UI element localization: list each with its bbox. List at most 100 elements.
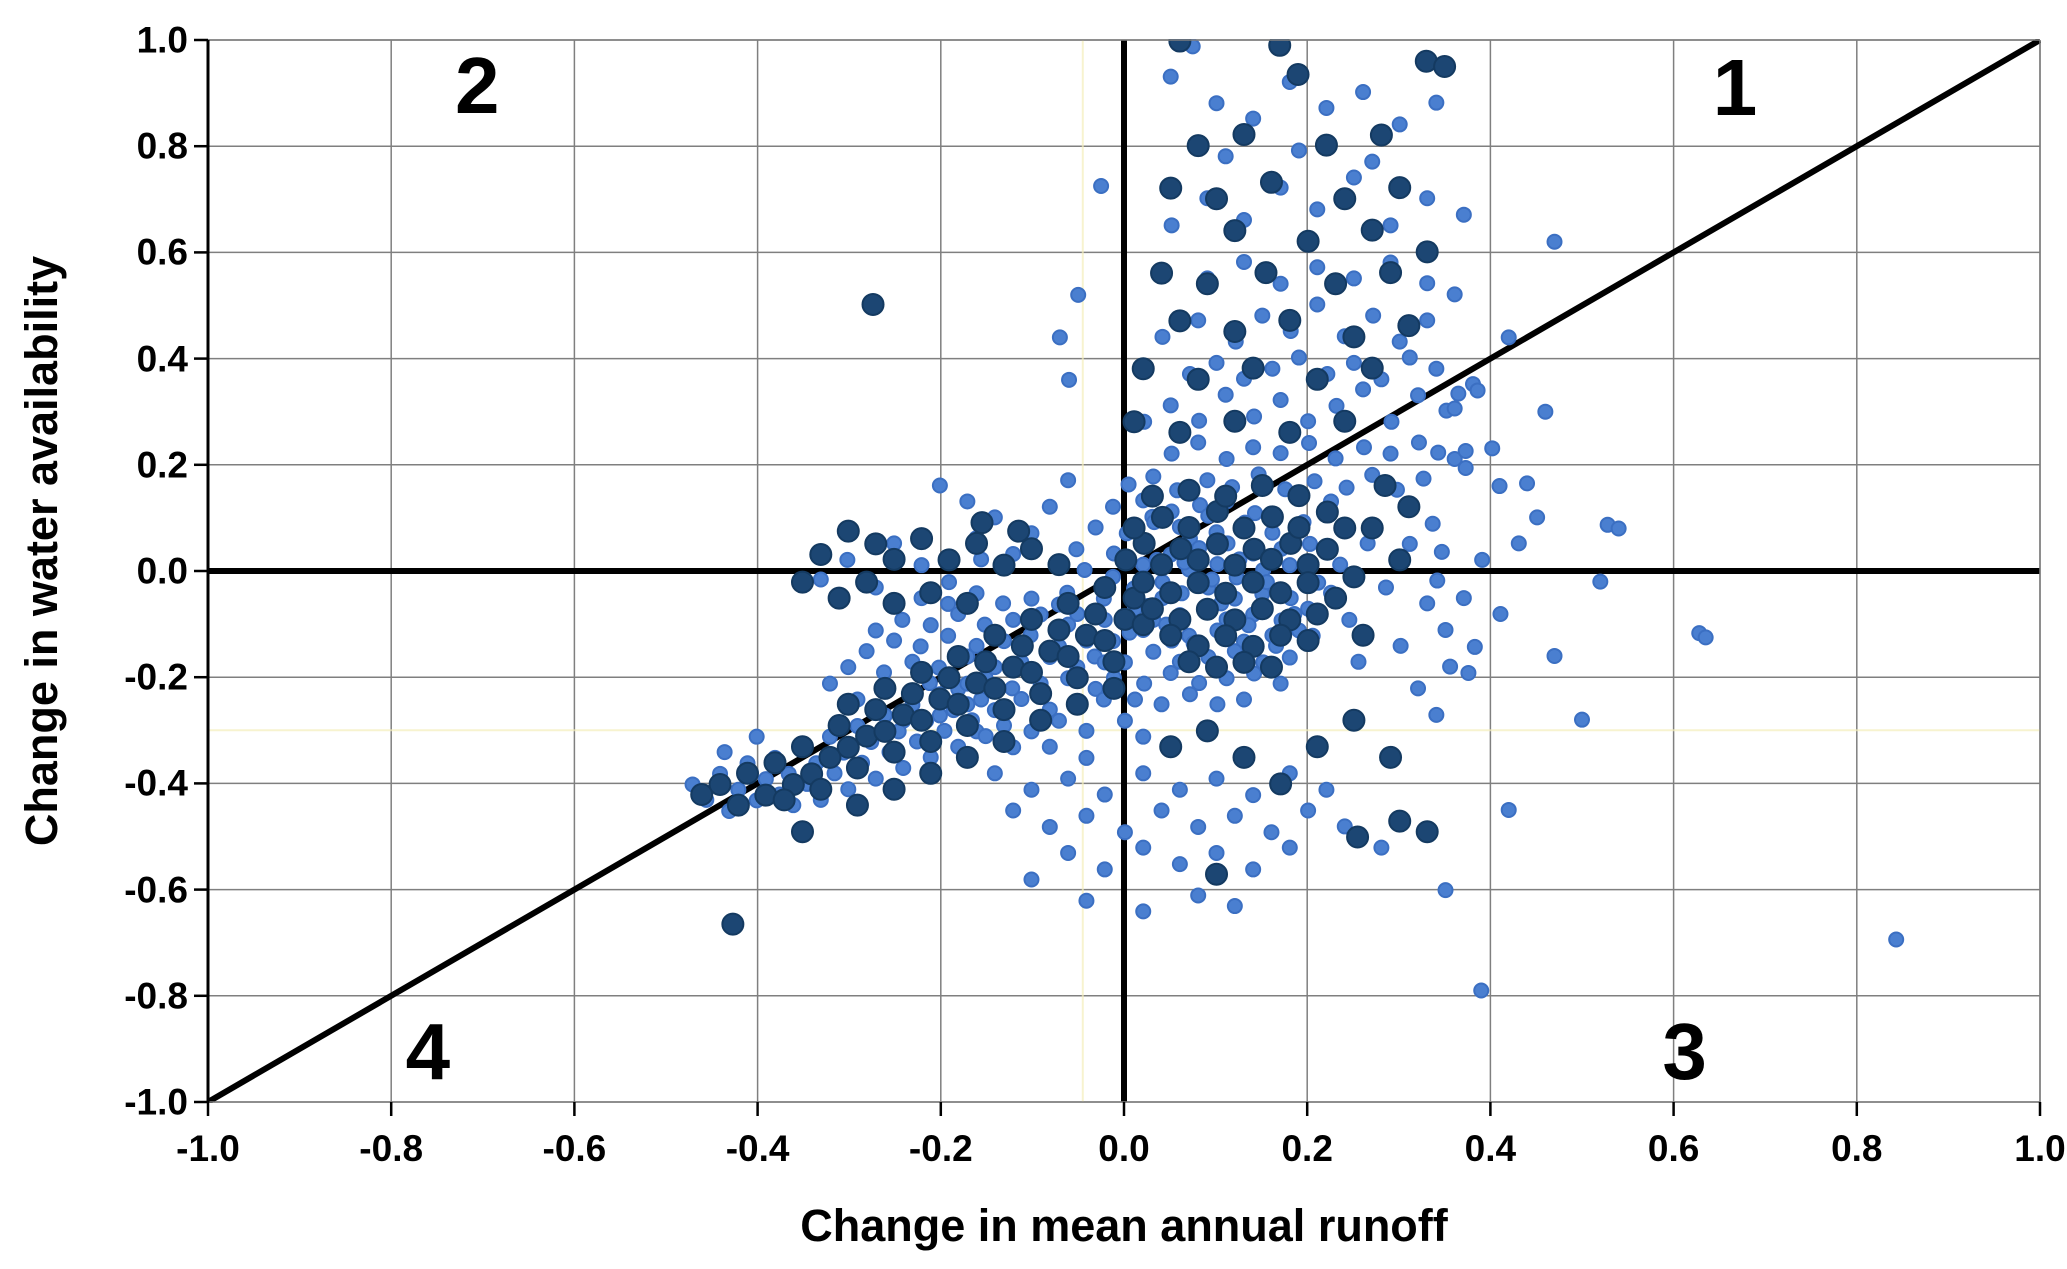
- data-point: [1159, 623, 1183, 647]
- data-point: [1245, 861, 1262, 878]
- data-point: [1056, 591, 1080, 615]
- data-point: [1163, 217, 1180, 234]
- x-tick-label: -0.2: [908, 1128, 973, 1169]
- data-point: [940, 595, 957, 612]
- data-point: [1272, 275, 1289, 292]
- data-point: [1341, 611, 1358, 628]
- data-point: [955, 745, 979, 769]
- data-point: [790, 735, 814, 759]
- data-point: [1437, 882, 1454, 899]
- data-point: [836, 735, 860, 759]
- data-point: [1093, 178, 1110, 195]
- data-point: [1150, 553, 1174, 577]
- data-point: [1318, 99, 1335, 116]
- data-point: [1397, 495, 1421, 519]
- data-point: [1070, 286, 1087, 303]
- data-point: [955, 714, 979, 738]
- data-point: [1245, 439, 1262, 456]
- data-point: [1208, 95, 1225, 112]
- data-point: [1383, 413, 1400, 430]
- data-point: [1114, 548, 1138, 572]
- data-point: [1264, 360, 1281, 377]
- data-point: [1162, 397, 1179, 414]
- data-point: [992, 729, 1016, 753]
- data-point: [1218, 450, 1235, 467]
- data-point: [1093, 629, 1117, 653]
- data-point: [1214, 484, 1238, 508]
- data-point: [1019, 660, 1043, 684]
- data-point: [858, 643, 875, 660]
- data-point: [983, 676, 1007, 700]
- data-point: [1392, 637, 1409, 654]
- data-point: [809, 543, 833, 567]
- data-point: [1401, 349, 1418, 366]
- y-tick-label: -0.2: [124, 656, 188, 698]
- data-point: [827, 714, 851, 738]
- data-point: [1223, 553, 1247, 577]
- data-point: [1360, 356, 1384, 380]
- data-point: [974, 650, 998, 674]
- data-point: [1373, 839, 1390, 856]
- data-point: [1346, 825, 1370, 849]
- data-point: [1245, 110, 1262, 127]
- data-point: [827, 586, 851, 610]
- data-point: [1324, 586, 1348, 610]
- y-tick-label: 0.4: [136, 338, 188, 380]
- data-point: [1272, 675, 1289, 692]
- data-point: [1260, 505, 1284, 529]
- data-point: [1296, 229, 1320, 253]
- x-tick-label: -1.0: [176, 1128, 240, 1169]
- data-point: [959, 493, 976, 510]
- data-point: [1226, 898, 1243, 915]
- data-point: [1287, 484, 1311, 508]
- data-point: [1269, 581, 1293, 605]
- data-point: [873, 676, 897, 700]
- data-point: [1041, 498, 1058, 515]
- data-point: [1065, 692, 1089, 716]
- data-point: [1300, 802, 1317, 819]
- data-point: [1041, 818, 1058, 835]
- data-point: [912, 638, 929, 655]
- data-point: [790, 570, 814, 594]
- data-point: [1214, 581, 1238, 605]
- data-point: [965, 531, 989, 555]
- data-point: [1191, 675, 1208, 692]
- data-point: [1351, 623, 1375, 647]
- x-axis-title: Change in mean annual runoff: [800, 1200, 1448, 1251]
- data-point: [1473, 982, 1490, 999]
- data-point: [1382, 445, 1399, 462]
- data-point: [1078, 749, 1095, 766]
- data-point: [1190, 434, 1207, 451]
- data-point: [1214, 624, 1238, 648]
- data-point: [1290, 142, 1307, 159]
- data-point: [1278, 420, 1302, 444]
- data-point: [1519, 475, 1536, 492]
- data-point: [1428, 706, 1445, 723]
- data-point: [721, 912, 745, 936]
- data-point: [855, 570, 879, 594]
- data-point: [1309, 201, 1326, 218]
- data-point: [1287, 515, 1311, 539]
- data-point: [1153, 802, 1170, 819]
- data-point: [1005, 802, 1022, 819]
- data-point: [1162, 664, 1179, 681]
- data-point: [821, 675, 838, 692]
- data-point: [1013, 690, 1030, 707]
- y-tick-label: 1.0: [136, 19, 188, 61]
- data-point: [1005, 611, 1022, 628]
- data-point: [1223, 320, 1247, 344]
- data-point: [1446, 286, 1463, 303]
- x-tick-label: 0.4: [1464, 1128, 1517, 1169]
- data-point: [1171, 856, 1188, 873]
- data-point: [1084, 602, 1108, 626]
- data-point: [845, 793, 869, 817]
- data-point: [1078, 892, 1095, 909]
- data-point: [1281, 839, 1298, 856]
- data-point: [1168, 39, 1192, 53]
- data-point: [936, 722, 953, 739]
- data-point: [1223, 219, 1247, 243]
- data-point: [1336, 818, 1353, 835]
- data-point: [1364, 153, 1381, 170]
- data-point: [1315, 537, 1339, 561]
